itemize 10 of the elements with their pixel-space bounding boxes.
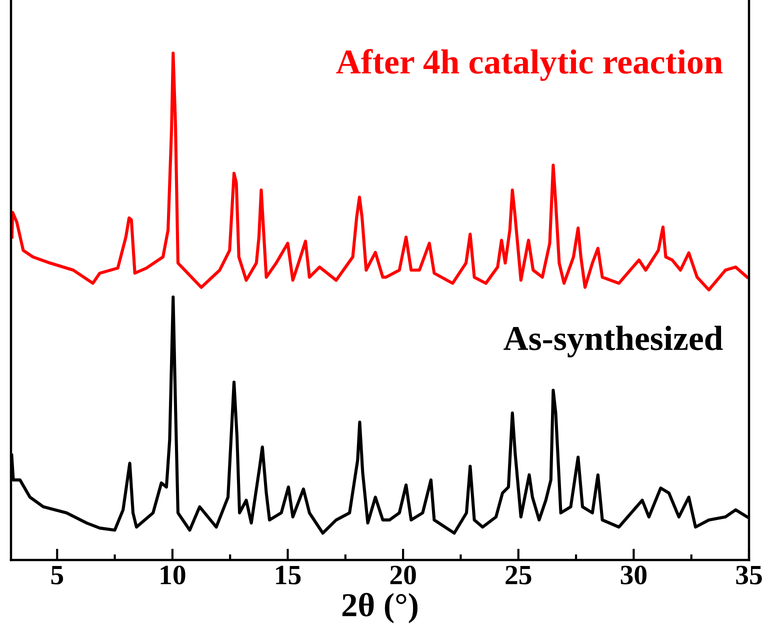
- x-tick-label: 5: [51, 566, 64, 584]
- x-tick-label: 35: [736, 566, 762, 584]
- x-tick-label: 30: [620, 566, 647, 584]
- x-axis-title: 2θ (°): [342, 592, 418, 624]
- x-tick-label: 10: [160, 566, 186, 584]
- x-tick-label: 20: [390, 566, 416, 584]
- series-label: As-synthesized: [504, 326, 723, 358]
- x-tick-label: 25: [506, 566, 532, 584]
- x-tick-label: 15: [276, 566, 301, 584]
- text: After 4h catalytic reaction: [336, 48, 723, 81]
